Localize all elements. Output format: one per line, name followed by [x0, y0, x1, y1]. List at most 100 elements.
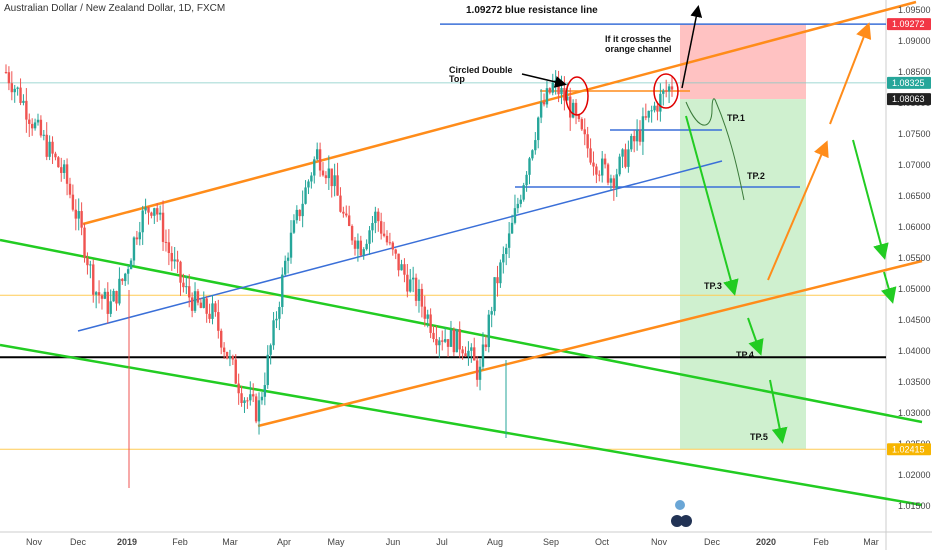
candle-body [574, 102, 578, 116]
candle-body [83, 227, 86, 258]
candle-body [632, 135, 636, 142]
double-top-arrow [521, 73, 567, 88]
x-tick-label: May [327, 537, 345, 547]
candle-body [147, 207, 150, 213]
candle-body [458, 329, 461, 350]
candle-body [234, 359, 237, 384]
candle-body [350, 225, 354, 241]
candle-body [283, 260, 287, 275]
candle-body [362, 249, 365, 256]
candle-body [176, 259, 179, 262]
candle-body [275, 318, 278, 321]
candle-body [534, 140, 537, 151]
candle-body [161, 212, 165, 242]
candle-body [417, 288, 421, 301]
tp4-label: TP.4 [736, 350, 754, 360]
candle-body [653, 105, 656, 111]
candle-body [150, 212, 153, 216]
candle-body [467, 350, 470, 357]
candle-body [411, 277, 415, 280]
candle-body [97, 292, 101, 296]
candle-body [333, 175, 336, 187]
candle-body [403, 264, 406, 275]
candle-body [356, 240, 360, 249]
candle-body [612, 178, 616, 188]
candle-body [243, 400, 246, 403]
candle-body [272, 320, 275, 346]
candle-body [391, 242, 395, 250]
candle-body [222, 347, 226, 353]
candle-body [603, 158, 607, 165]
arrow-tp5 [769, 379, 788, 444]
candle-body [499, 262, 502, 284]
candle-body [589, 148, 592, 163]
candle-body [185, 286, 188, 288]
candle-body [65, 164, 69, 184]
candle-body [624, 149, 627, 167]
candle-body [400, 264, 403, 271]
candle-body [106, 291, 109, 314]
candle-body [345, 213, 348, 216]
candle-body [586, 134, 589, 149]
candle-body [519, 199, 522, 204]
candle-body [484, 344, 488, 348]
price-tag: 1.08063 [887, 93, 931, 106]
y-tick-label: 1.03500 [898, 377, 931, 387]
candle-body [179, 261, 182, 283]
x-tick-label: Feb [813, 537, 829, 547]
candle-body [16, 87, 19, 89]
candle-body [449, 329, 453, 347]
candle-body [539, 102, 543, 118]
candle-body [89, 264, 92, 266]
candle-body [473, 347, 476, 361]
x-tick-label: Mar [863, 537, 879, 547]
price-tag-label: 1.08063 [892, 94, 925, 104]
candle-body [452, 329, 456, 353]
candle-body [141, 210, 144, 233]
candle-body [292, 220, 296, 233]
double-top-label-line2: Top [449, 74, 465, 84]
candle-body [548, 88, 552, 93]
candle-body [493, 277, 496, 312]
y-tick-label: 1.06000 [898, 222, 931, 232]
candle-body [315, 149, 319, 160]
candle-body [126, 269, 130, 274]
candle-body [22, 100, 25, 103]
candle-body [388, 242, 392, 244]
candle-body [481, 344, 485, 367]
candle-body [336, 175, 339, 196]
x-tick-label: Dec [70, 537, 87, 547]
candle-body [478, 366, 482, 380]
y-tick-label: 1.01500 [898, 501, 931, 511]
candle-body [7, 72, 11, 84]
green-channel-upper [0, 238, 923, 424]
candle-body [414, 277, 418, 301]
candle-body [598, 174, 601, 176]
candle-body [394, 249, 397, 254]
candle-body [132, 237, 136, 261]
candle-body [618, 156, 621, 175]
candle-body [423, 306, 426, 319]
arrow-up-1 [767, 140, 829, 281]
candle-body [13, 88, 16, 93]
double-top-label-line1: Circled Double [449, 65, 513, 75]
candle-body [496, 277, 499, 284]
candle-body [121, 278, 124, 282]
x-tick-label: Jul [436, 537, 448, 547]
candle-body [112, 291, 115, 302]
x-tick-label: Nov [26, 537, 43, 547]
candle-body [36, 119, 40, 123]
candle-body [202, 298, 205, 308]
candle-body [563, 88, 566, 101]
candle-body [470, 347, 473, 351]
candle-body [60, 167, 63, 173]
orange-channel-lower [257, 259, 923, 428]
candle-body [237, 383, 240, 394]
candle-body [641, 116, 645, 142]
candle-body [269, 345, 272, 355]
x-tick-label: Sep [543, 537, 559, 547]
crosses-annotation-line1: If it crosses the [605, 34, 671, 44]
candle-body [443, 339, 447, 342]
candle-body [220, 330, 223, 348]
